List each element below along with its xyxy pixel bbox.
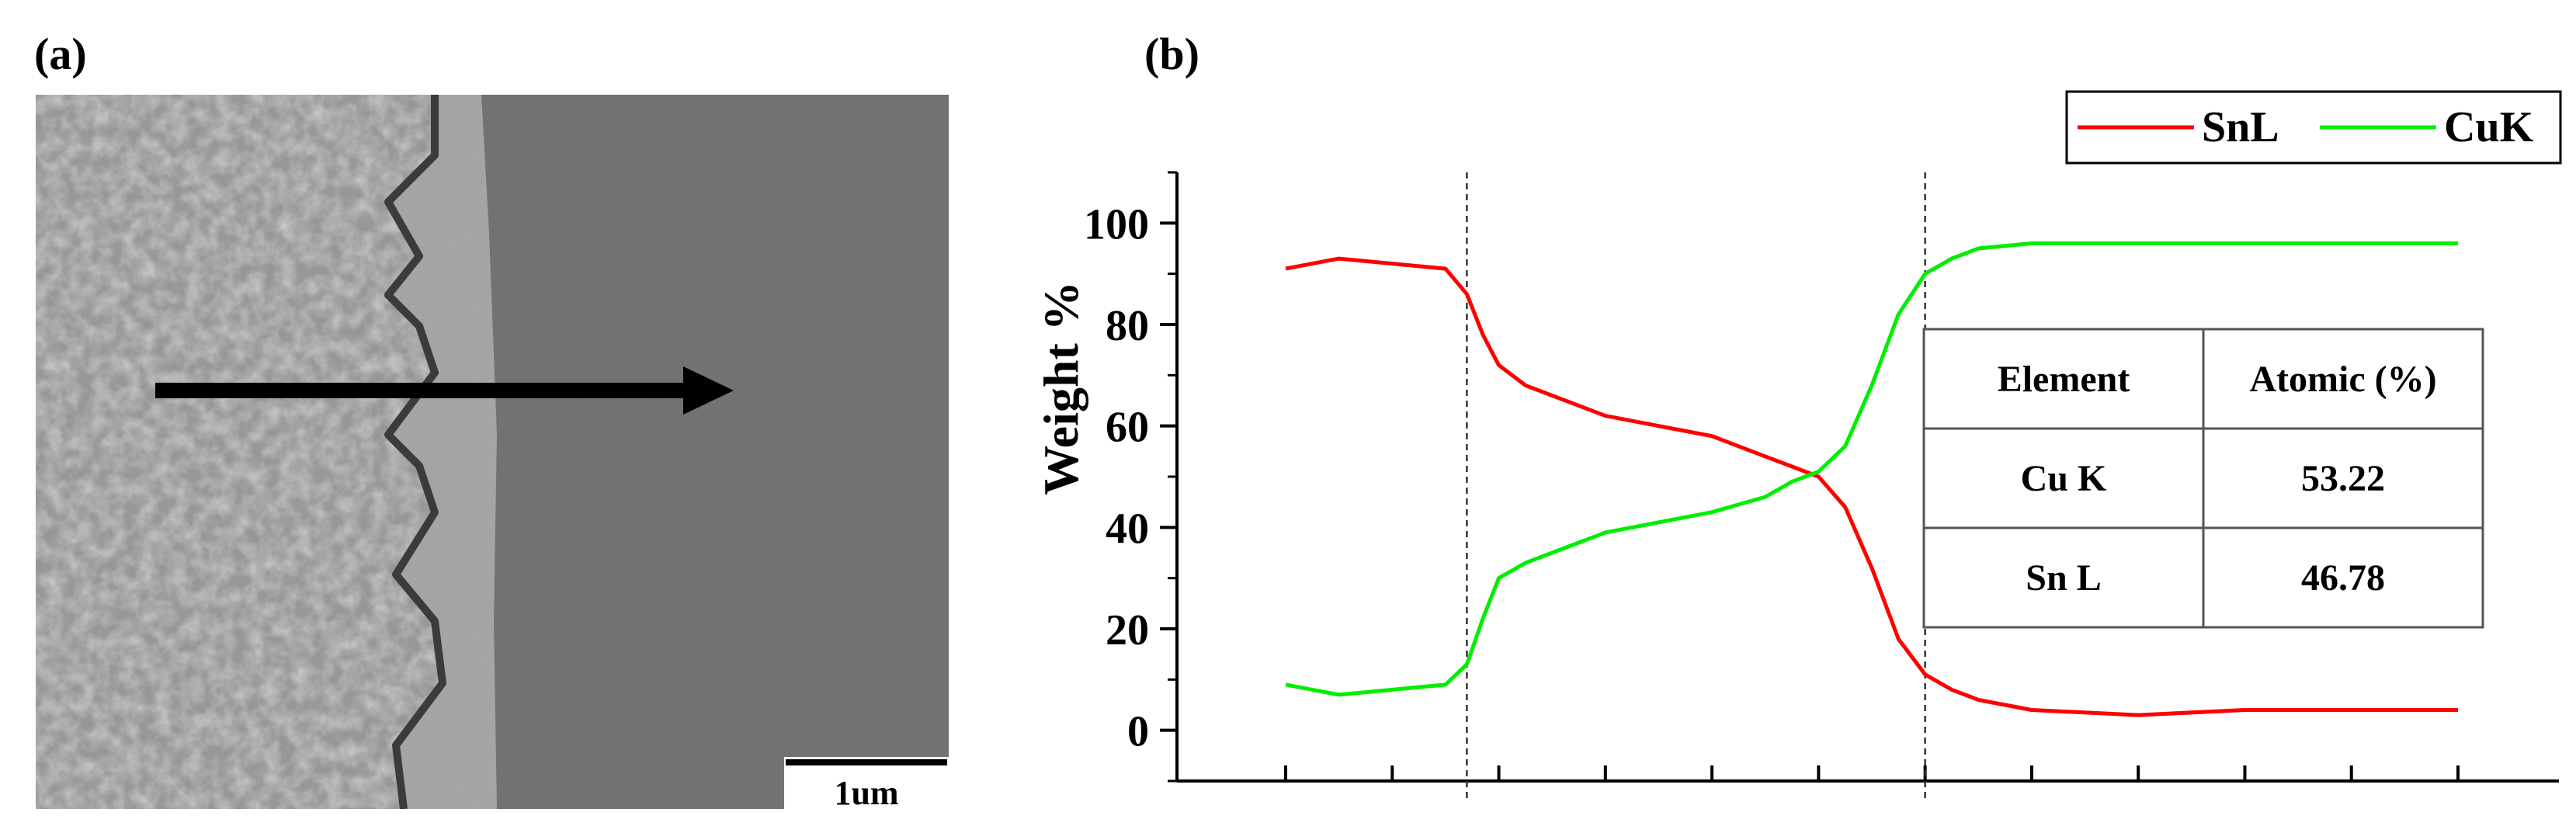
y-axis-label: Weight % [1033, 281, 1088, 495]
legend-label-cuk: CuK [2444, 103, 2534, 151]
y-tick-label: 80 [1106, 302, 1149, 350]
y-tick-label: 0 [1127, 708, 1149, 756]
y-tick-label: 60 [1106, 404, 1149, 452]
table-cell: Cu K [2021, 458, 2107, 499]
table-header-cell: Element [1998, 359, 2130, 400]
table-cell: Sn L [2026, 557, 2101, 599]
scale-bar-label: 1um [834, 774, 898, 812]
line-scan-chart: 0 20 40 60 80 100 SnL CuK Element Atomic (%) Cu … [1009, 0, 2576, 836]
y-tick-label: 100 [1084, 200, 1149, 248]
legend-label-snl: SnL [2202, 103, 2279, 151]
table-header-cell: Atomic (%) [2249, 359, 2436, 400]
chart-legend: SnL CuK [2067, 92, 2560, 163]
scale-bar [786, 759, 947, 765]
sem-micrograph-panel: 1um [0, 0, 1009, 836]
table-cell: 53.22 [2301, 458, 2385, 499]
y-tick-label: 40 [1106, 505, 1149, 553]
line-scan-chart-panel: 0 20 40 60 80 100 SnL CuK Element Atomic (%) Cu … [1009, 0, 2576, 836]
y-tick-label: 20 [1106, 606, 1149, 654]
composition-table: Element Atomic (%) Cu K 53.22 Sn L 46.78 [1924, 329, 2483, 627]
table-cell: 46.78 [2301, 557, 2385, 599]
sem-image: 1um [0, 0, 1009, 836]
